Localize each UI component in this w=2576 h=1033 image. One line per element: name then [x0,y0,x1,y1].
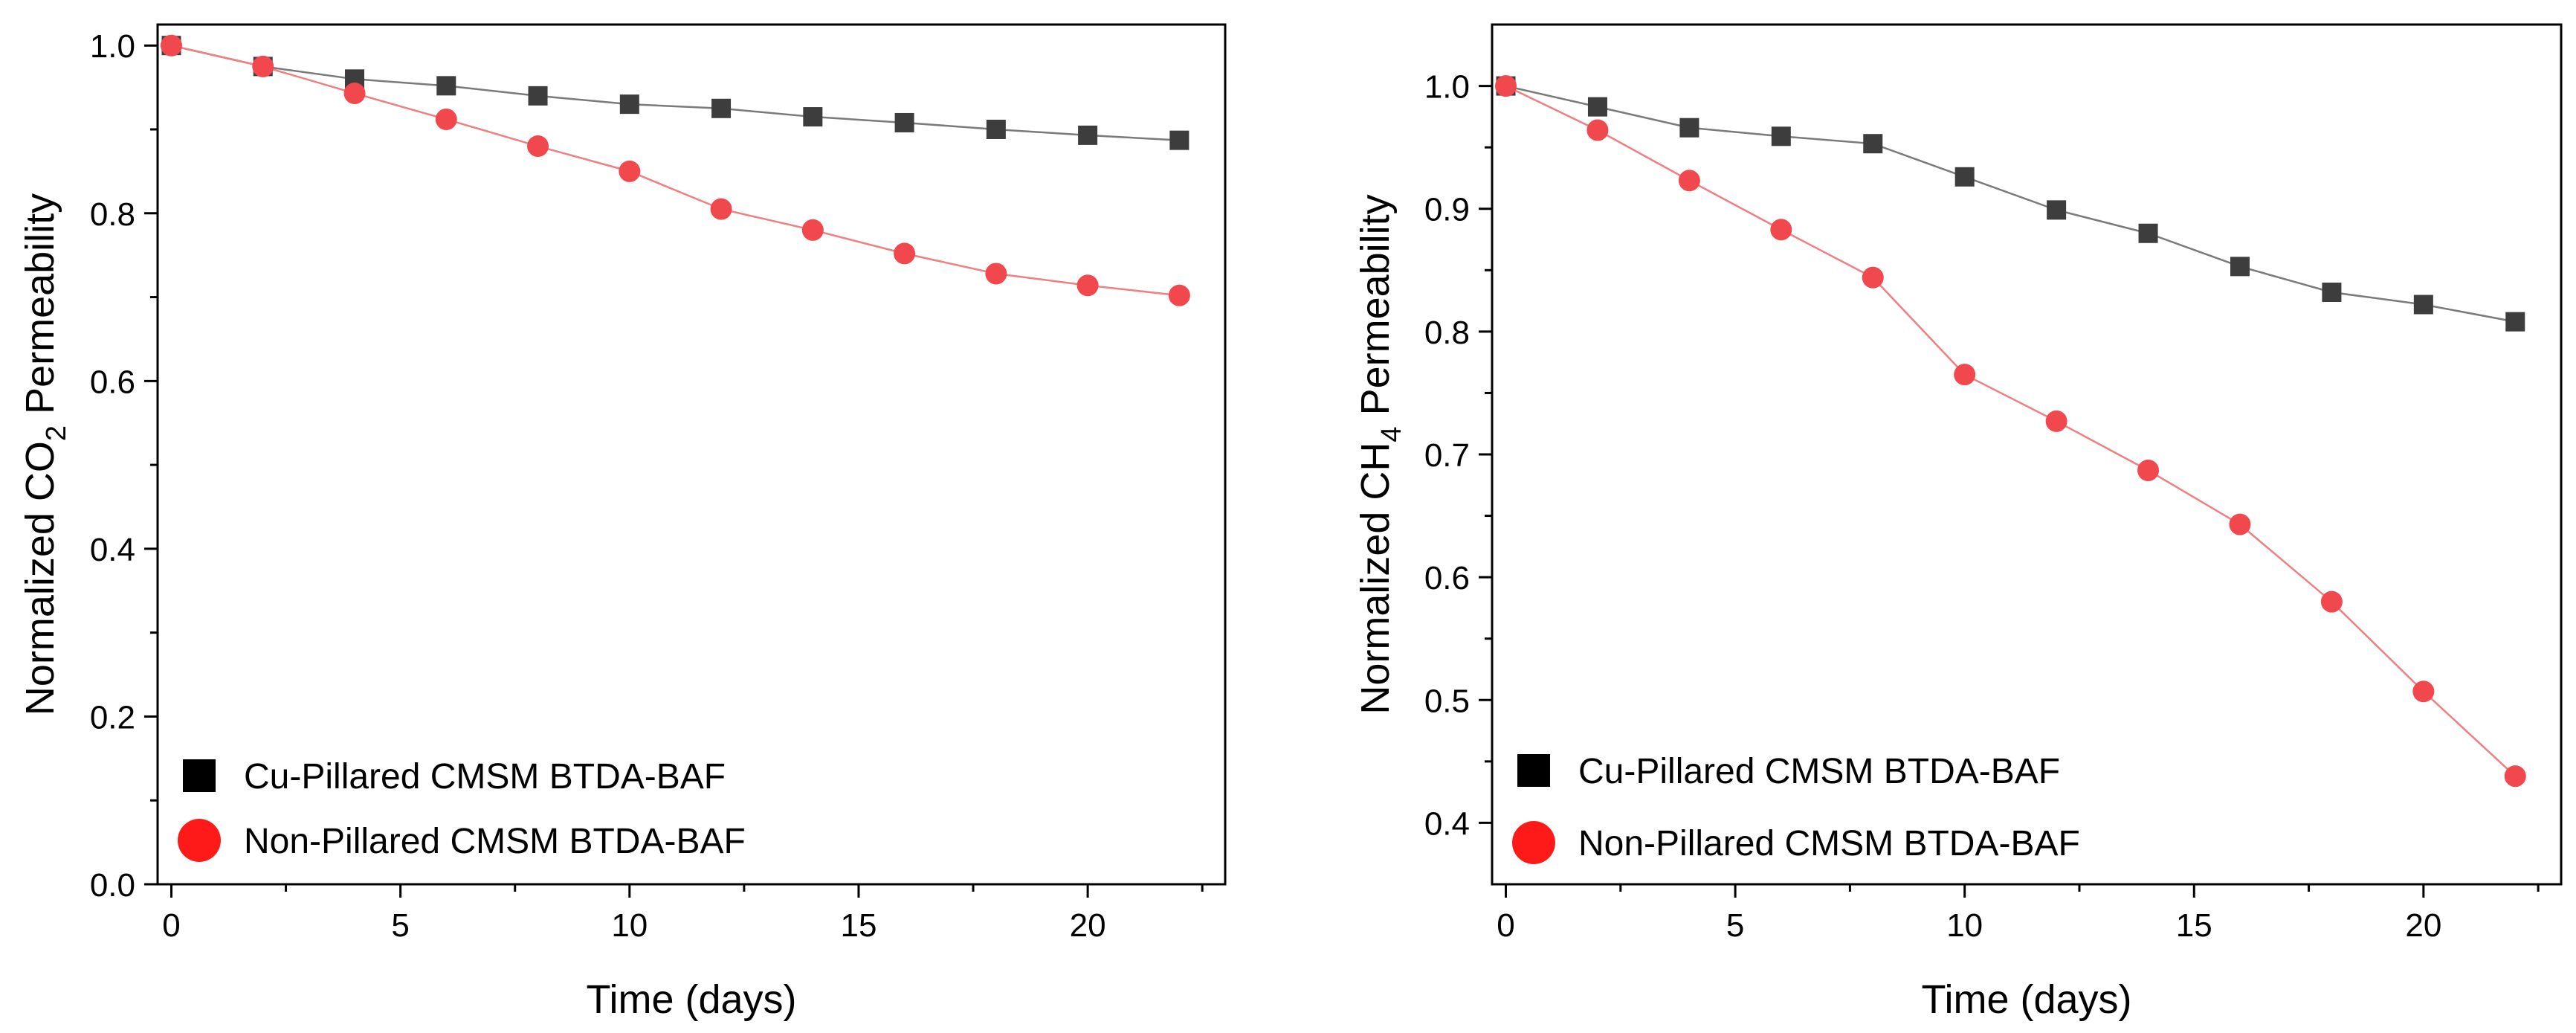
y-axis-title-suffix: Permeability [18,193,62,425]
data-point-circle [2320,590,2343,613]
data-point-circle [252,55,274,77]
data-point-square [1863,134,1883,154]
data-point-square [1679,118,1699,138]
y-tick-label: 0.4 [1424,805,1470,842]
x-tick-label: 20 [2405,907,2441,944]
y-axis-title-subscript: 4 [1376,426,1407,442]
data-point-square [436,76,456,96]
data-point-circle [1862,266,1884,289]
data-point-square [2138,223,2158,243]
data-point-square [1954,167,1975,187]
data-point-square [2047,200,2067,220]
y-tick-label: 1.0 [90,28,135,65]
data-point-square [711,98,732,118]
data-point-circle [894,242,916,265]
data-point-circle [435,108,457,130]
data-point-square [2413,295,2433,315]
legend-marker-square [183,759,216,792]
legend-label: Cu-Pillared CMSM BTDA-BAF [1578,752,2060,791]
legend-label: Cu-Pillared CMSM BTDA-BAF [244,757,726,797]
legend-marker-square [1517,754,1550,787]
data-point-square [2230,257,2250,277]
data-point-circle [2412,680,2435,703]
data-point-circle [1586,119,1609,141]
series-line-1 [1505,85,2516,323]
data-point-square [1771,126,1791,147]
x-tick-label: 10 [1946,907,1983,944]
y-axis-title-subscript: 2 [41,425,72,441]
y-tick-label: 0.8 [90,196,135,233]
x-tick-label: 5 [391,907,409,944]
data-point-circle [1076,274,1099,297]
data-point-circle [1495,75,1517,97]
y-tick-label: 0.6 [90,364,135,400]
data-point-square [2322,283,2342,303]
y-axis-title-main: Normalized CO [18,441,62,715]
data-point-square [1587,97,1607,117]
data-point-square [528,86,548,106]
y-tick-label: 0.5 [1424,683,1470,719]
x-tick-label: 10 [611,907,648,944]
y-axis-title: Normalized CH4 Permeability [1353,194,1407,714]
y-axis-title-suffix: Permeability [1353,194,1398,426]
data-point-circle [2137,459,2160,481]
data-point-square [894,112,914,132]
chart-panel-2: 0 5 10 15 20 0.4 0.5 0.6 0.7 0.8 0.9 1.0 Time (days)… [1353,23,2563,1022]
legend-marker-circle [178,819,221,862]
data-point-circle [2229,513,2251,535]
data-point-circle [2504,765,2526,788]
x-axis-title: Time (days) [586,977,796,1022]
y-tick-label: 0.8 [1424,315,1470,351]
y-tick-label: 0.6 [1424,560,1470,596]
data-point-circle [710,198,732,220]
data-point-circle [1954,364,1976,386]
data-point-circle [1168,284,1190,306]
x-tick-label: 15 [2176,907,2212,944]
data-point-square [803,107,823,127]
y-tick-label: 0.0 [90,867,135,904]
x-tick-label: 0 [162,907,180,944]
data-point-square [986,119,1006,139]
data-point-square [2505,312,2525,332]
y-axis-title: Normalized CO2 Permeability [18,193,72,715]
data-point-circle [2045,410,2067,432]
series-line-1 [171,44,1180,141]
legend: Cu-Pillared CMSM BTDA-BAF Non-Pillared CM… [178,757,746,862]
data-point-circle [801,219,824,241]
plot-frame [156,23,1227,886]
x-axis-title: Time (days) [1921,977,2131,1022]
legend: Cu-Pillared CMSM BTDA-BAF Non-Pillared CM… [1512,752,2080,864]
legend-marker-circle [1512,821,1555,864]
legend-label: Non-Pillared CMSM BTDA-BAF [244,822,746,861]
series-line-2 [171,44,1180,297]
data-point-circle [1770,219,1792,241]
data-point-circle [343,82,366,104]
y-axis-title-main: Normalized CH [1353,443,1398,715]
y-tick-label: 0.4 [90,532,135,568]
data-point-circle [1678,170,1700,192]
y-tick-label: 0.9 [1424,192,1470,228]
y-tick-label: 0.7 [1424,437,1470,474]
data-point-square [1078,125,1098,145]
data-point-square [1169,130,1189,150]
y-tick-label: 1.0 [1424,69,1470,106]
data-point-circle [527,135,549,158]
chart-panel-1: 0 5 10 15 20 0.0 0.2 0.4 0.6 0.8 1.0 Time (days) Nor… [18,23,1227,1022]
y-tick-label: 0.2 [90,699,135,736]
legend-label: Non-Pillared CMSM BTDA-BAF [1578,824,2080,863]
data-point-square [619,94,639,115]
x-tick-label: 15 [840,907,877,944]
data-point-circle [619,160,641,182]
data-point-circle [160,34,182,57]
x-tick-label: 20 [1070,907,1106,944]
x-tick-label: 5 [1726,907,1744,944]
data-point-circle [985,263,1007,285]
series-line-2 [1505,85,2517,777]
x-tick-label: 0 [1497,907,1514,944]
